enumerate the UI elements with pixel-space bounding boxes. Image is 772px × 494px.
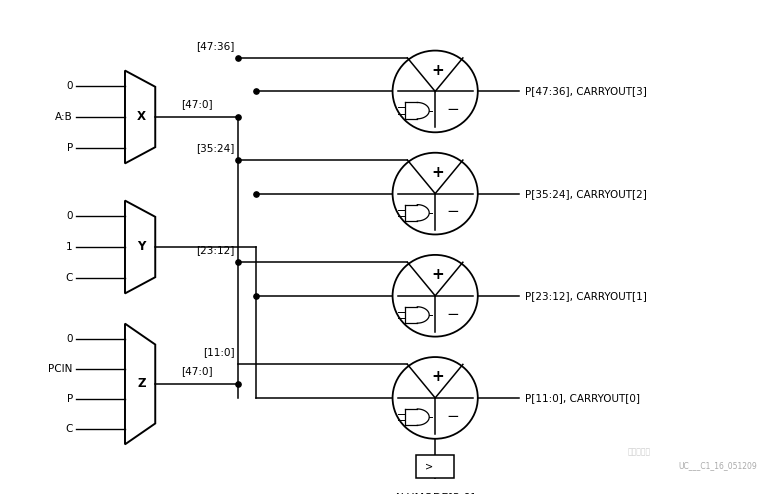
- Text: A:B: A:B: [55, 112, 73, 122]
- Text: +: +: [431, 369, 444, 384]
- Text: UC___C1_16_051209: UC___C1_16_051209: [678, 461, 757, 470]
- Text: +: +: [431, 165, 444, 180]
- Text: +: +: [431, 63, 444, 78]
- Polygon shape: [125, 71, 155, 164]
- Text: [11:0]: [11:0]: [203, 347, 235, 358]
- Text: P[35:24], CARRYOUT[2]: P[35:24], CARRYOUT[2]: [525, 189, 647, 199]
- Text: C: C: [66, 273, 73, 283]
- Text: X: X: [137, 111, 146, 124]
- Ellipse shape: [393, 357, 478, 439]
- Text: 0: 0: [66, 81, 73, 91]
- Text: PCIN: PCIN: [49, 364, 73, 374]
- Text: P[11:0], CARRYOUT[0]: P[11:0], CARRYOUT[0]: [525, 393, 640, 403]
- Text: Z: Z: [137, 377, 146, 390]
- Polygon shape: [125, 201, 155, 293]
- Text: [47:0]: [47:0]: [181, 99, 212, 109]
- Text: 电子发烧友: 电子发烧友: [628, 447, 651, 456]
- Text: ALUMODE[3:0]: ALUMODE[3:0]: [394, 492, 476, 494]
- Text: P: P: [66, 394, 73, 404]
- Ellipse shape: [393, 255, 478, 336]
- Text: >: >: [425, 461, 434, 472]
- Text: C: C: [66, 424, 73, 434]
- Text: [47:0]: [47:0]: [181, 366, 212, 375]
- Ellipse shape: [393, 50, 478, 132]
- Text: P[47:36], CARRYOUT[3]: P[47:36], CARRYOUT[3]: [525, 86, 647, 96]
- Text: [35:24]: [35:24]: [196, 143, 235, 153]
- Text: −: −: [447, 409, 459, 424]
- Polygon shape: [125, 324, 155, 445]
- Bar: [416, 455, 455, 478]
- Text: Y: Y: [137, 241, 146, 253]
- Text: −: −: [447, 205, 459, 219]
- Text: −: −: [447, 102, 459, 118]
- Text: P[23:12], CARRYOUT[1]: P[23:12], CARRYOUT[1]: [525, 291, 647, 301]
- Ellipse shape: [393, 153, 478, 235]
- Text: 0: 0: [66, 334, 73, 344]
- Text: +: +: [431, 267, 444, 282]
- Text: −: −: [447, 307, 459, 322]
- Text: 1: 1: [66, 242, 73, 252]
- Text: [47:36]: [47:36]: [196, 41, 235, 51]
- Text: P: P: [66, 143, 73, 153]
- Text: 0: 0: [66, 211, 73, 221]
- Text: [23:12]: [23:12]: [196, 246, 235, 255]
